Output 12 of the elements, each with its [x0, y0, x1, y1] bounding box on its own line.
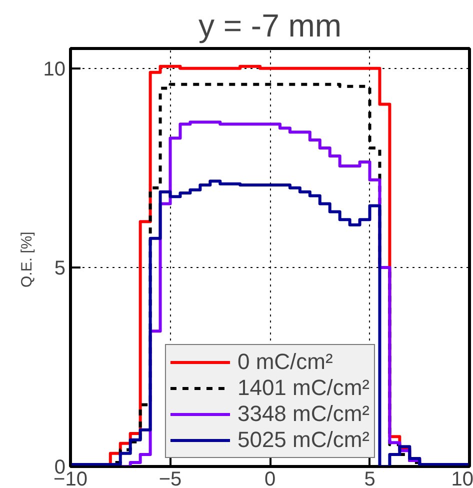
legend-label: 3348 mC/cm² [237, 401, 370, 427]
legend-label: 1401 mC/cm² [237, 375, 370, 401]
legend-label: 0 mC/cm² [237, 349, 333, 375]
x-tick-label: 0 [264, 468, 276, 488]
y-tick-label: 10 [43, 58, 66, 80]
y-axis-title: Q.E. [%] [18, 232, 36, 288]
x-tick-label: 10 [451, 468, 473, 488]
x-tick-label: −5 [158, 468, 182, 488]
chart-title: y = -7 mm [198, 8, 342, 44]
x-tick-label: 5 [364, 468, 376, 488]
y-tick-label: 5 [54, 257, 66, 280]
legend-label: 5025 mC/cm² [237, 427, 370, 453]
